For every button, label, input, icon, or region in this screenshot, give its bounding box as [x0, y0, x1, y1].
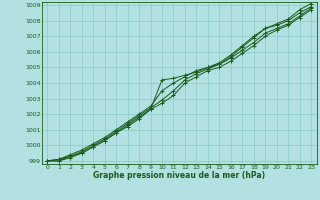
X-axis label: Graphe pression niveau de la mer (hPa): Graphe pression niveau de la mer (hPa): [93, 171, 265, 180]
